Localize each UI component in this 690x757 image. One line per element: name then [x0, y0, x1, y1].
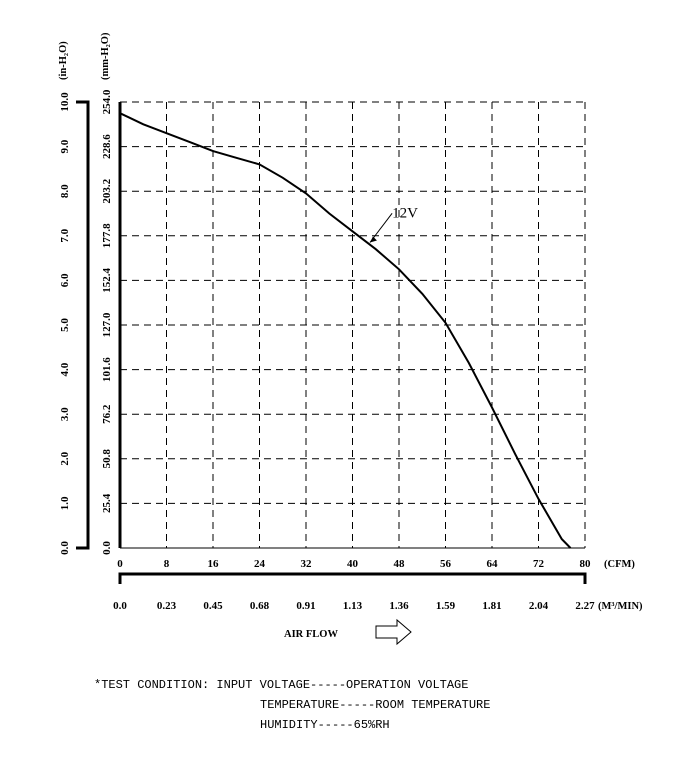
- x-tick-m3-label: 1.59: [436, 600, 456, 612]
- x-tick-cfm-label: 24: [254, 558, 266, 570]
- y-tick-mm-label: 203.2: [101, 178, 113, 203]
- y-tick-mm-label: 25.4: [101, 493, 113, 513]
- y-tick-mm-label: 127.0: [101, 312, 113, 337]
- y-axis-in: [76, 100, 90, 550]
- x-tick-cfm-label: 56: [440, 558, 452, 570]
- x-tick-m3-label: 1.81: [482, 600, 501, 612]
- tick-labels: 0.0 1.0 2.0 3.0 4.0 5.0 6.0 7.0 8.0 9.0 10.0 0.0 25.…: [59, 89, 595, 612]
- x-unit-cfm: (CFM): [604, 559, 635, 570]
- x-unit-m3: (M³/MIN): [598, 601, 643, 612]
- x-tick-m3-label: 2.04: [529, 600, 549, 612]
- y-tick-in-label: 8.0: [59, 184, 71, 198]
- test-conditions: *TEST CONDITION: INPUT VOLTAGE-----OPERA…: [94, 675, 490, 735]
- x-tick-m3-label: 0.23: [157, 600, 177, 612]
- x-tick-m3-label: 2.27: [575, 600, 595, 612]
- series-label-arrowhead: [369, 236, 377, 243]
- y-tick-mm-label: 177.8: [101, 223, 113, 248]
- y-tick-mm-label: 152.4: [101, 268, 113, 293]
- test-condition-line-3: HUMIDITY-----65%RH: [260, 718, 390, 732]
- series-line-12v: [119, 112, 572, 549]
- series-label: 12V: [392, 205, 418, 221]
- y-tick-mm-label: 228.6: [101, 134, 113, 159]
- x-axis-m3: [118, 572, 587, 584]
- x-tick-cfm-label: 0: [117, 558, 123, 570]
- y-tick-in-label: 4.0: [59, 362, 71, 376]
- y-tick-in-label: 1.0: [59, 496, 71, 510]
- y-tick-in-label: 9.0: [59, 139, 71, 153]
- y-tick-mm-label: 101.6: [101, 357, 113, 382]
- y-unit-right: (mm-H₂O): [100, 32, 111, 80]
- y-tick-mm-label: 0.0: [101, 541, 113, 555]
- y-tick-mm-label: 254.0: [101, 89, 113, 114]
- y-tick-mm-label: 76.2: [101, 404, 113, 424]
- y-tick-in-label: 3.0: [59, 407, 71, 421]
- x-tick-cfm-label: 16: [208, 558, 220, 570]
- y-tick-in-label: 0.0: [59, 541, 71, 555]
- x-tick-m3-label: 0.0: [113, 600, 127, 612]
- y-tick-in-label: 10.0: [59, 92, 71, 112]
- x-tick-cfm-label: 8: [164, 558, 170, 570]
- test-condition-line-2: TEMPERATURE-----ROOM TEMPERATURE: [260, 698, 491, 712]
- x-tick-cfm-label: 72: [533, 558, 545, 570]
- x-tick-cfm-label: 48: [394, 558, 406, 570]
- arrow-right-icon: [375, 618, 412, 646]
- y-tick-in-label: 5.0: [59, 318, 71, 332]
- x-tick-m3-label: 0.68: [250, 600, 270, 612]
- x-tick-m3-label: 0.91: [296, 600, 315, 612]
- x-axis-label: AIR FLOW: [284, 629, 338, 640]
- y-tick-in-label: 7.0: [59, 228, 71, 242]
- y-tick-in-label: 6.0: [59, 273, 71, 287]
- grid: [120, 101, 586, 548]
- curves: 12V: [119, 112, 572, 549]
- x-tick-cfm-label: 80: [580, 558, 592, 570]
- x-tick-cfm-label: 40: [347, 558, 359, 570]
- y-tick-in-label: 2.0: [59, 451, 71, 465]
- x-tick-m3-label: 0.45: [203, 600, 223, 612]
- x-tick-cfm-label: 64: [487, 558, 499, 570]
- x-tick-m3-label: 1.13: [343, 600, 363, 612]
- x-tick-m3-label: 1.36: [389, 600, 409, 612]
- x-tick-cfm-label: 32: [301, 558, 313, 570]
- test-condition-line-1: *TEST CONDITION: INPUT VOLTAGE-----OPERA…: [94, 678, 469, 692]
- axes: [76, 100, 587, 584]
- y-unit-left: (in-H₂O): [58, 41, 69, 80]
- y-tick-mm-label: 50.8: [101, 449, 113, 469]
